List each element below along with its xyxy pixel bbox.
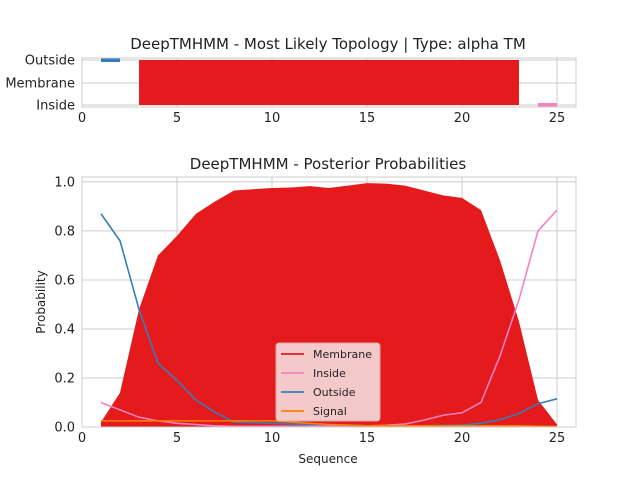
- posterior-x-tick-label: 5: [173, 431, 181, 446]
- topology-x-tick-label: 5: [173, 111, 181, 126]
- posterior-y-tick-label: 0.4: [54, 322, 75, 337]
- topology-y-tick-label: Membrane: [5, 77, 75, 92]
- topology-x-tick-label: 10: [264, 111, 281, 126]
- posterior-y-ticks: 0.0 0.2 0.4 0.6 0.8 1.0: [54, 175, 75, 435]
- legend: Membrane Inside Outside Signal: [275, 342, 381, 422]
- series-membrane-area: [101, 183, 557, 427]
- posterior-y-tick-label: 0.2: [54, 371, 75, 386]
- posterior-y-tick-label: 0.6: [54, 273, 75, 288]
- series-signal-line: [101, 420, 558, 428]
- posterior-x-tick-label: 0: [78, 431, 86, 446]
- topology-title: DeepTMHMM - Most Likely Topology | Type:…: [130, 35, 526, 53]
- legend-box: [275, 342, 381, 422]
- topology-chart: DeepTMHMM - Most Likely Topology | Type:…: [5, 35, 577, 126]
- topology-y-ticks: Outside Membrane Inside: [5, 54, 75, 114]
- posterior-x-tick-label: 10: [264, 431, 281, 446]
- posterior-x-tick-label: 25: [549, 431, 566, 446]
- legend-label-outside: Outside: [313, 386, 356, 399]
- posterior-title: DeepTMHMM - Posterior Probabilities: [190, 155, 467, 173]
- topology-x-tick-label: 25: [549, 111, 566, 126]
- posterior-series: [100, 183, 558, 428]
- posterior-frame: [81, 176, 577, 428]
- topology-x-ticks: 0 5 10 15 20 25: [78, 111, 565, 126]
- topology-x-tick-label: 0: [78, 111, 86, 126]
- topology-x-tick-label: 20: [454, 111, 471, 126]
- posterior-chart: DeepTMHMM - Posterior Probabilities 0.00…: [34, 155, 577, 466]
- topology-x-tick-label: 15: [359, 111, 376, 126]
- posterior-y-tick-label: 0.0: [54, 421, 75, 436]
- posterior-y-tick-label: 1.0: [54, 175, 75, 190]
- posterior-x-ticks: 0 5 10 15 20 25: [78, 431, 565, 446]
- posterior-x-tick-label: 15: [359, 431, 376, 446]
- legend-label-inside: Inside: [313, 367, 346, 380]
- topology-y-tick-label: Inside: [36, 99, 75, 114]
- topology-frame: [81, 57, 577, 108]
- segment-membrane: [139, 60, 519, 105]
- series-inside-line: [100, 209, 558, 428]
- legend-label-signal: Signal: [313, 405, 347, 418]
- topology-segments: [101, 58, 557, 107]
- posterior-y-tick-label: 0.8: [54, 224, 75, 239]
- legend-label-membrane: Membrane: [313, 348, 372, 361]
- topology-y-tick-label: Outside: [25, 54, 75, 69]
- x-axis-label: Sequence: [298, 452, 357, 466]
- y-axis-label: Probability: [34, 270, 48, 333]
- posterior-x-tick-label: 20: [454, 431, 471, 446]
